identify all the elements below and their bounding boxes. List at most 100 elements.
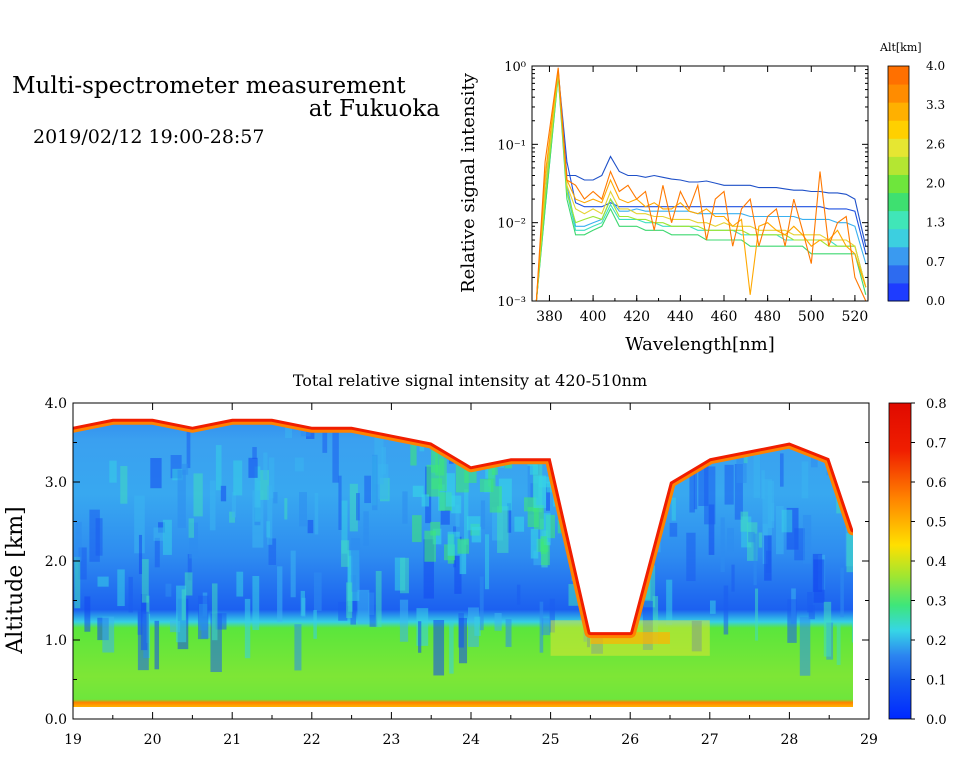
heatmap-texture-cell [776,505,784,555]
heatmap-texture-cell [723,585,729,635]
heatmap-texture-cell [356,493,360,521]
heatmap-texture-cell [381,447,387,475]
heatmap-texture-cell [260,470,269,500]
heatmap-x-tick-label: 20 [144,732,162,748]
spectrum-colorbar-swatch [888,210,909,230]
heatmap-texture-cell [138,534,143,575]
heatmap-texture-cell [252,447,257,459]
heatmap-texture-cell [236,571,244,597]
heatmap-texture-cell [530,528,539,559]
heatmap-y-tick-label: 4.0 [45,396,67,412]
heatmap-texture-cell [372,454,378,511]
heatmap-texture-cell [313,572,322,611]
heatmap-x-tick-label: 27 [701,732,719,748]
heatmap-texture-cell [545,483,550,511]
heatmap-texture-cell [273,492,278,504]
heatmap-texture-cell [430,521,441,536]
heatmap-x-tick-label: 19 [64,732,82,748]
heatmap-texture-cell [498,478,512,511]
heatmap-colorbar-label: 0.0 [926,713,947,728]
heatmap-texture-cell [375,570,382,628]
heatmap-texture-cell [402,491,408,524]
heatmap-texture-cell [284,498,288,520]
heatmap-texture-cell [128,576,133,613]
spectrum-colorbar-label: 4.0 [926,59,945,73]
heatmap-colorbar-label: 0.1 [926,674,947,689]
heatmap-texture-cell [686,532,696,582]
heatmap-texture-cell [762,479,772,536]
heatmap-y-tick-label: 3.0 [45,475,67,491]
heatmap-texture-cell [424,530,436,562]
heatmap-texture-cell [802,514,812,564]
heatmap-texture-cell [300,590,305,616]
heatmap-texture-cell [211,583,218,641]
heatmap-texture-cell [78,547,87,580]
heatmap-texture-cell [484,534,490,590]
heatmap-texture-cell [322,428,328,453]
heatmap-x-tick-label: 25 [542,732,560,748]
heatmap-texture-cell [102,616,115,653]
spectrum-x-tick-label: 380 [536,309,563,325]
heatmap-texture-cell [781,509,793,533]
heatmap-x-tick-label: 26 [621,732,639,748]
heatmap-texture-cell [153,527,164,541]
heatmap-texture-cell [704,466,716,525]
heatmap-texture-cell [263,452,268,480]
heatmap-texture-cell [141,559,149,603]
heatmap-texture-cell [823,601,832,657]
heatmap-texture-cell [724,464,734,505]
heatmap-texture-cell [209,480,216,531]
heatmap-texture-cell [458,617,468,664]
spectrum-colorbar-swatch [888,246,909,266]
spectrum-x-tick-label: 500 [798,309,825,325]
heatmap-texture-cell [787,599,797,643]
heatmap-texture-cell [176,585,187,643]
heatmap-x-tick-label: 29 [860,732,878,748]
heatmap-texture-cell [181,589,186,621]
heatmap-texture-cell [186,416,191,469]
heatmap-texture-cell [507,503,512,533]
heatmap-texture-cell [412,485,424,497]
heatmap-texture-cell [669,522,678,537]
heatmap-texture-cell [693,467,698,510]
heatmap-texture-cell [431,448,438,473]
heatmap-texture-cell [269,457,275,499]
heatmap-texture-cell [471,526,482,543]
heatmap-texture-cell [736,434,747,483]
spectrum-colorbar-label: 1.3 [926,216,945,230]
heatmap-texture-cell [568,584,581,606]
spectrum-colorbar-swatch [888,120,909,139]
heatmap-texture-cell [170,620,181,633]
heatmap-texture-cell [438,458,447,492]
spectrum-colorbar-label: 3.3 [926,98,945,112]
heatmap-y-tick-label: 1.0 [45,633,67,649]
heatmap-texture-cell [529,464,539,475]
heatmap-texture-cell [488,453,496,487]
heatmap-texture-cell [794,528,805,561]
heatmap-texture-cell [480,500,486,530]
heatmap-texture-cell [527,507,539,528]
heatmap-texture-cell [416,608,429,646]
heatmap-colorbar-label: 0.5 [926,516,947,531]
heatmap-texture-cell [109,460,117,483]
heatmap-texture-cell [812,553,823,592]
spectrum-colorbar-swatch [888,102,909,121]
heatmap-texture-cell [267,485,273,545]
heatmap-texture-cell [162,519,172,555]
heatmap-texture-cell [120,466,128,504]
heatmap-texture-cell [540,536,547,555]
heatmap-texture-cell [268,538,277,565]
heatmap-texture-cell [755,588,759,641]
heatmap-texture-cell [474,616,481,636]
heatmap-texture-cell [666,579,673,625]
heatmap-texture-cell [351,538,361,592]
heatmap-texture-cell [455,504,460,527]
heatmap-texture-cell [671,497,676,521]
heatmap-texture-cell [533,475,547,509]
spectrum-colorbar-label: 2.6 [926,137,945,151]
spectrum-colorbar-swatch [888,192,909,212]
heatmap-texture-cell [731,564,735,592]
heatmap-texture-cell [400,557,409,594]
spectrum-y-tick-label: 10⁻³ [497,295,526,310]
heatmap-texture-cell [181,463,189,475]
